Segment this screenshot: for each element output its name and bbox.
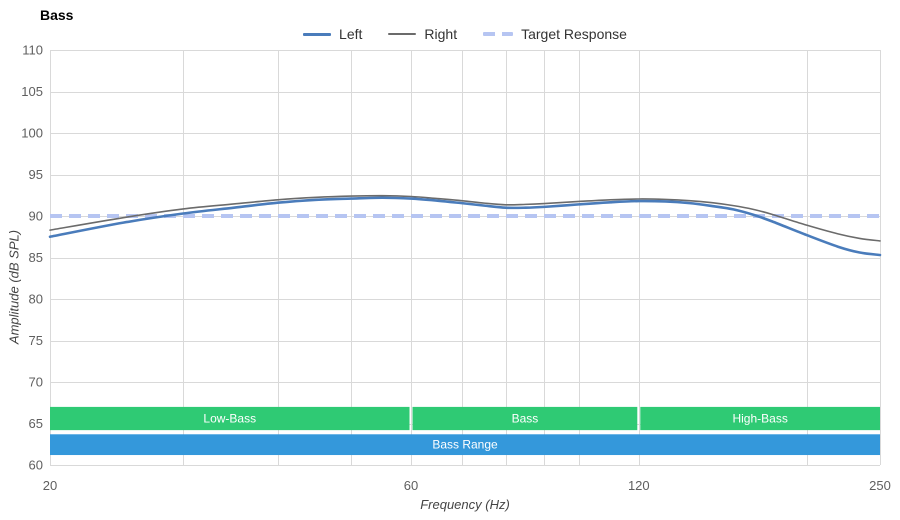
y-tick-label: 65 <box>29 416 43 431</box>
legend-label-left: Left <box>339 26 363 42</box>
x-tick-label: 60 <box>404 478 418 493</box>
target-response-swatch <box>483 32 514 36</box>
y-tick-label: 110 <box>22 43 43 58</box>
band-bass <box>412 406 638 431</box>
x-tick-label: 120 <box>628 478 650 493</box>
band-label-bass-range: Bass Range <box>432 438 498 452</box>
band-label-high-bass: High-Bass <box>732 412 787 426</box>
y-tick-label: 100 <box>21 126 43 141</box>
legend-label-target-response: Target Response <box>521 26 627 42</box>
legend-item-left[interactable]: Left <box>303 26 362 42</box>
y-tick-label: 105 <box>21 84 43 99</box>
y-tick-label: 70 <box>29 375 43 390</box>
y-tick-label: 75 <box>29 333 43 348</box>
x-axis-title: Frequency (Hz) <box>420 497 510 512</box>
legend-item-right[interactable]: Right <box>388 26 457 42</box>
y-tick-label: 85 <box>29 250 43 265</box>
band-label-low-bass: Low-Bass <box>203 412 256 426</box>
left-line-swatch <box>303 32 332 36</box>
curve-left <box>48 196 882 257</box>
legend-label-right: Right <box>424 26 458 42</box>
band-label-bass: Bass <box>512 412 539 426</box>
legend: Left Right Target Response <box>50 25 880 43</box>
right-line-swatch <box>388 33 417 35</box>
y-tick-label: 60 <box>29 458 43 473</box>
y-tick-label: 95 <box>29 167 43 182</box>
curve-right <box>49 194 881 242</box>
band-bass-range <box>50 434 880 456</box>
legend-item-target-response[interactable]: Target Response <box>483 26 627 42</box>
y-tick-label: 80 <box>29 292 43 307</box>
y-axis-title: Amplitude (dB SPL) <box>6 229 22 345</box>
x-tick-label: 20 <box>43 478 57 493</box>
chart-title: Bass <box>40 7 74 23</box>
band-low-bass <box>50 406 410 431</box>
y-tick-label: 90 <box>29 209 43 224</box>
band-high-bass <box>640 406 880 431</box>
x-tick-label: 250 <box>869 478 891 493</box>
